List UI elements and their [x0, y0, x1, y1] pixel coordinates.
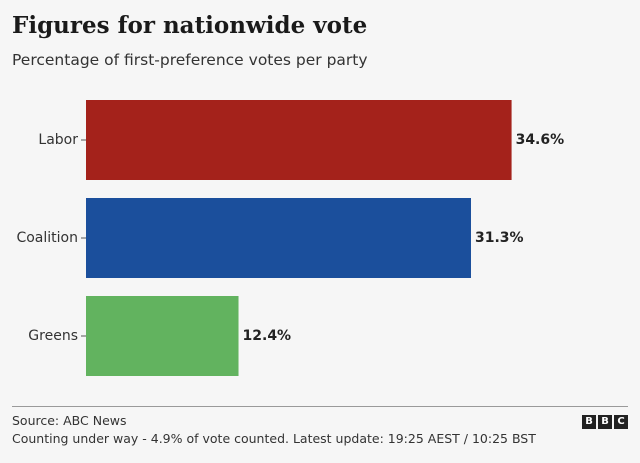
bar-chart: Labor 34.6% Coalition 31.3% Greens 12.4% [16, 100, 565, 376]
logo-letter: C [614, 415, 628, 429]
category-label: Greens [28, 328, 78, 344]
footer-divider [12, 406, 628, 407]
source-note: Source: ABC News [12, 413, 127, 428]
value-label: 34.6% [516, 132, 565, 148]
bbc-logo: B B C [582, 415, 628, 429]
chart-title: Figures for nationwide vote [12, 12, 368, 39]
category-label: Labor [38, 132, 78, 148]
value-label: 12.4% [243, 328, 292, 344]
value-label: 31.3% [475, 230, 524, 246]
bar-coalition [86, 198, 471, 278]
counting-note: Counting under way - 4.9% of vote counte… [12, 431, 536, 446]
logo-letter: B [582, 415, 596, 429]
category-label: Coalition [16, 230, 78, 246]
bar-greens [86, 296, 239, 376]
logo-letter: B [598, 415, 612, 429]
bar-labor [86, 100, 512, 180]
chart-subtitle: Percentage of first-preference votes per… [12, 51, 368, 69]
